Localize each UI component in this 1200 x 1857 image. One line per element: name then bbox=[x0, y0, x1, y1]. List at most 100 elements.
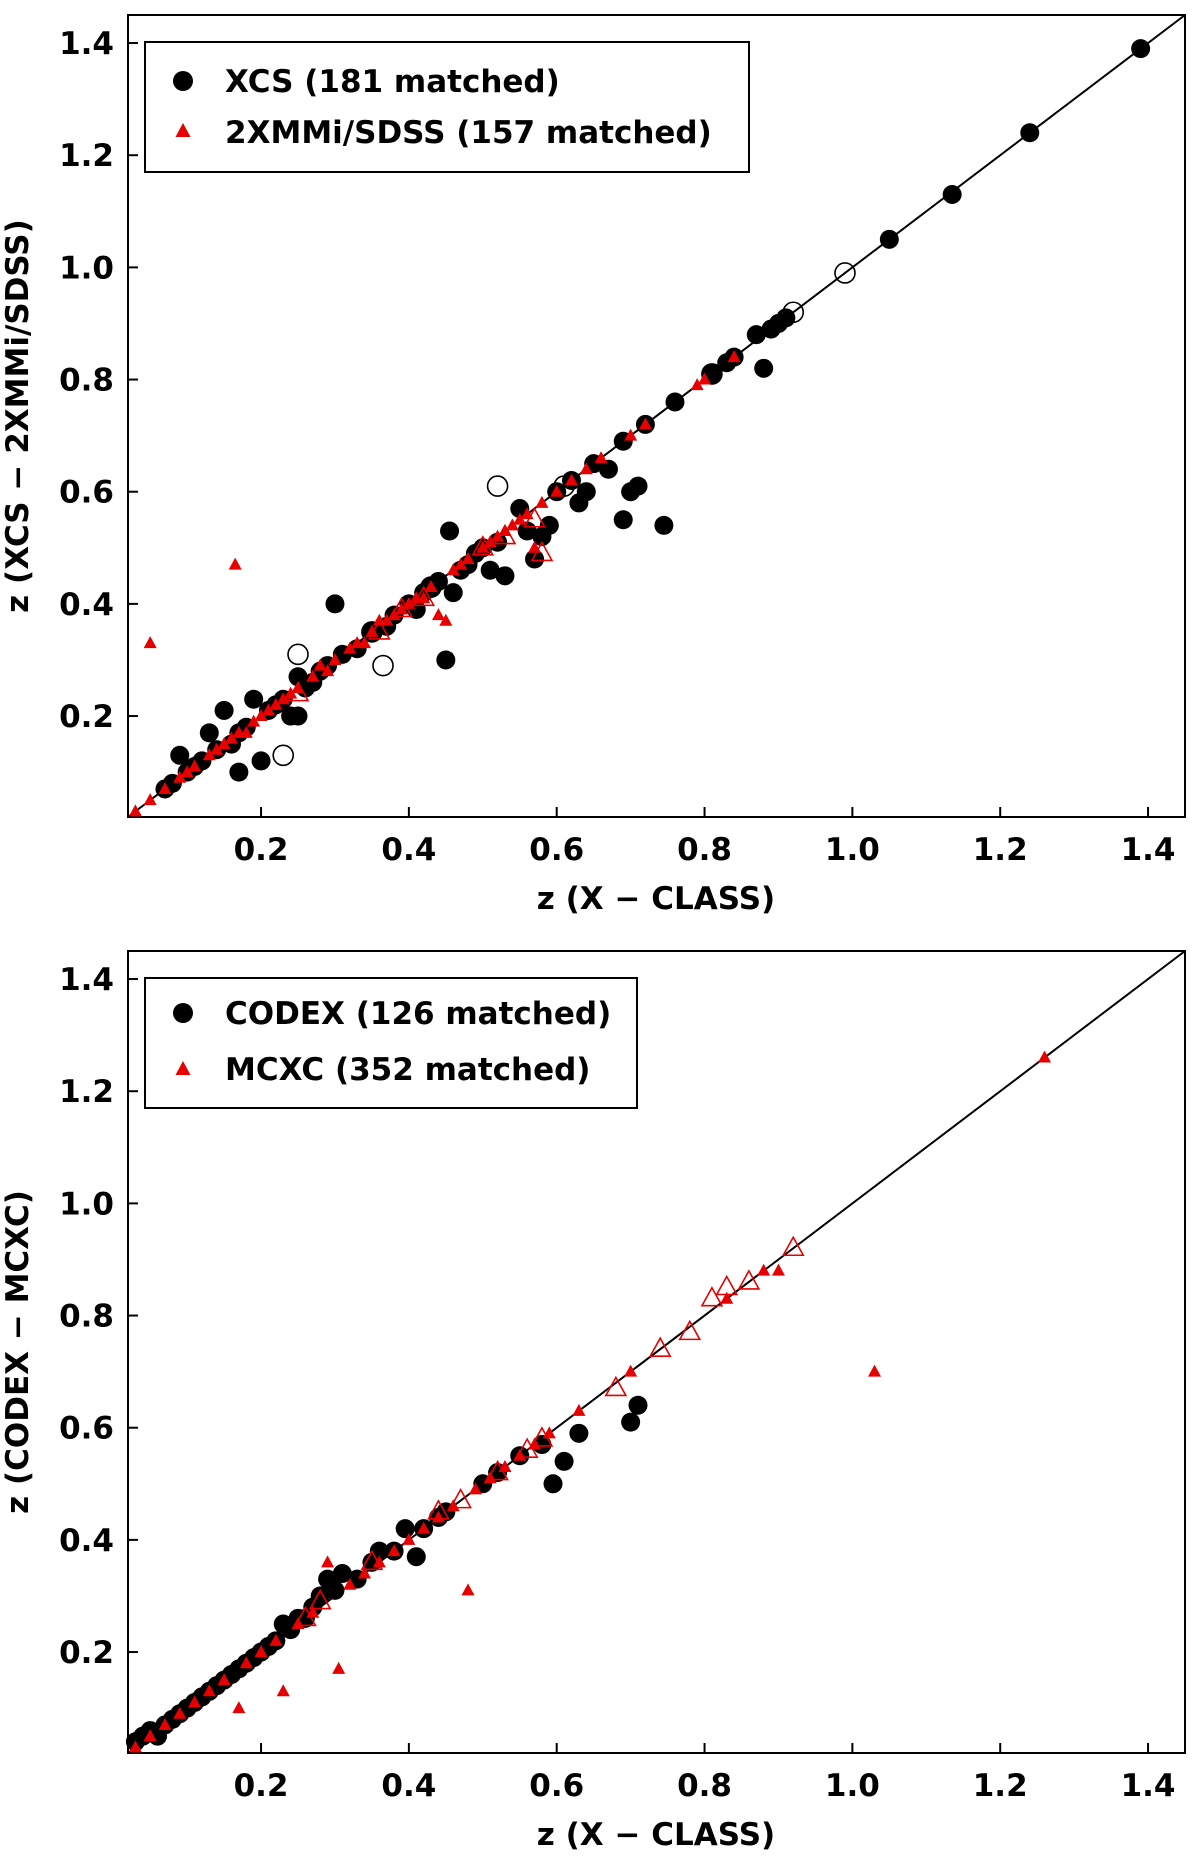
point-2xmmi-sdss-157-matched bbox=[254, 709, 268, 722]
point-xcs-181-matched bbox=[1131, 39, 1151, 59]
y-tick-label: 1.4 bbox=[59, 26, 114, 62]
point-xcs-181-matched bbox=[199, 723, 219, 743]
point-xcs-181-matched bbox=[746, 325, 766, 345]
point-mcxc-352-matched bbox=[402, 1532, 416, 1545]
point-mcxc-352-matched bbox=[332, 1661, 346, 1674]
point-2xmmi-sdss-157-matched bbox=[424, 580, 438, 593]
point-mcxc-352-matched bbox=[372, 1555, 386, 1568]
point-2xmmi-sdss-157-matched bbox=[188, 759, 202, 772]
point-mcxc-352-matched bbox=[128, 1740, 142, 1753]
data-marks-bottom bbox=[125, 950, 1186, 1754]
legend-box-top bbox=[144, 41, 750, 173]
point-2xmmi-sdss-157-matched bbox=[638, 417, 652, 430]
point-mcxc-352-matched bbox=[158, 1717, 172, 1730]
point-xcs-181-matched bbox=[244, 689, 264, 709]
point-2xmmi-sdss-157-matched bbox=[217, 737, 231, 750]
point-2xmmi-sdss-157-matched bbox=[143, 793, 157, 806]
point-xcs-181-matched bbox=[879, 229, 899, 249]
legend-label-mcxc: MCXC (352 matched) bbox=[225, 1052, 590, 1088]
x-tick-label: 0.4 bbox=[381, 832, 436, 868]
y-tick-label: 1.2 bbox=[59, 138, 114, 174]
y-tick-label: 1.2 bbox=[59, 1074, 114, 1110]
point-2xmmi-sdss-157-matched bbox=[269, 697, 283, 710]
point-mcxc-352-matched bbox=[239, 1656, 253, 1669]
legend-label-xcs: XCS (181 matched) bbox=[225, 64, 560, 100]
x-tick-label: 1.0 bbox=[825, 832, 880, 868]
point-2xmmi-sdss-157-matched bbox=[343, 641, 357, 654]
point-mcxc-open-not-matched bbox=[700, 1286, 724, 1307]
point-xcs-open-not-matched bbox=[486, 475, 509, 497]
point-codex-126-matched bbox=[569, 1423, 589, 1443]
point-2xmmi-sdss-157-matched bbox=[476, 540, 490, 553]
point-2xmmi-sdss-157-matched bbox=[358, 636, 372, 649]
point-codex-126-matched bbox=[554, 1451, 574, 1471]
point-xcs-181-matched bbox=[480, 560, 500, 580]
point-mcxc-352-matched bbox=[254, 1645, 268, 1658]
point-mcxc-352-matched bbox=[624, 1364, 638, 1377]
point-2xmmi-sdss-157-matched bbox=[535, 495, 549, 508]
point-xcs-181-matched bbox=[325, 594, 345, 614]
legend-label-codex: CODEX (126 matched) bbox=[225, 996, 611, 1032]
point-xcs-open-not-matched bbox=[372, 654, 394, 677]
point-mcxc-352-matched bbox=[771, 1263, 785, 1276]
point-mcxc-352-matched bbox=[276, 1684, 290, 1697]
ticks-bottom: 0.2 0.4 0.6 0.8 1.0 1.2 1.4 0.2 0.4 0.6 0.8 1.0 1.2 1… bbox=[59, 962, 1175, 1804]
point-mcxc-open-not-matched bbox=[678, 1319, 702, 1341]
point-mcxc-352-matched bbox=[217, 1673, 231, 1686]
point-2xmmi-sdss-157-matched bbox=[365, 624, 379, 637]
point-2xmmi-sdss-157-matched bbox=[173, 770, 187, 783]
point-2xmmi-sdss-157-matched bbox=[247, 714, 261, 727]
point-xcs-181-matched bbox=[613, 510, 633, 530]
legend-marker-codex bbox=[173, 1003, 193, 1023]
point-mcxc-352-matched bbox=[343, 1577, 357, 1590]
y-tick-label: 0.6 bbox=[59, 1411, 114, 1447]
point-mcxc-352-matched bbox=[468, 1482, 482, 1495]
point-xcs-181-matched bbox=[288, 706, 308, 726]
point-xcs-open-not-matched bbox=[287, 643, 309, 666]
legend-marker-xcs bbox=[173, 71, 193, 91]
data-marks-top bbox=[127, 14, 1186, 818]
legend-marker-2xmmi bbox=[175, 123, 191, 137]
point-mcxc-352-matched bbox=[417, 1521, 431, 1534]
point-codex-126-matched bbox=[621, 1412, 641, 1432]
point-2xmmi-sdss-157-matched bbox=[624, 428, 638, 441]
point-2xmmi-sdss-157-matched bbox=[439, 613, 453, 626]
point-2xmmi-sdss-open-not-matched bbox=[412, 585, 436, 607]
point-xcs-181-matched bbox=[598, 459, 618, 479]
point-mcxc-open-not-matched bbox=[604, 1375, 628, 1397]
x-tick-label: 1.2 bbox=[973, 832, 1028, 868]
point-xcs-open-not-matched bbox=[272, 744, 295, 767]
point-mcxc-open-not-matched bbox=[515, 1437, 539, 1458]
point-mcxc-352-matched bbox=[387, 1544, 401, 1557]
point-mcxc-352-matched bbox=[269, 1633, 283, 1646]
y-tick-label: 1.0 bbox=[59, 1186, 114, 1222]
legend-bottom: CODEX (126 matched) MCXC (352 matched) bbox=[144, 977, 638, 1109]
point-xcs-181-matched bbox=[754, 358, 774, 378]
point-xcs-181-matched bbox=[525, 549, 545, 569]
point-2xmmi-sdss-157-matched bbox=[210, 742, 224, 755]
legend-box-bottom bbox=[144, 977, 638, 1109]
point-2xmmi-sdss-157-matched bbox=[698, 372, 712, 385]
point-2xmmi-sdss-157-matched bbox=[321, 664, 335, 677]
x-tick-label: 0.6 bbox=[529, 832, 584, 868]
point-mcxc-open-not-matched bbox=[360, 1549, 384, 1571]
point-2xmmi-sdss-157-matched bbox=[128, 804, 142, 817]
point-xcs-181-matched bbox=[214, 700, 234, 720]
y-tick-label: 0.2 bbox=[59, 699, 114, 735]
point-2xmmi-sdss-157-matched bbox=[224, 731, 238, 744]
point-xcs-181-matched bbox=[495, 566, 515, 586]
point-xcs-open-not-matched bbox=[361, 621, 383, 643]
point-codex-126-matched bbox=[332, 1564, 352, 1584]
point-mcxc-352-matched bbox=[202, 1684, 216, 1697]
point-codex-126-matched bbox=[325, 1580, 345, 1600]
point-2xmmi-sdss-157-matched bbox=[313, 658, 327, 671]
point-2xmmi-sdss-157-matched bbox=[380, 613, 394, 626]
x-tick-label: 0.6 bbox=[529, 1768, 584, 1804]
point-xcs-181-matched bbox=[170, 745, 190, 765]
point-2xmmi-sdss-open-not-matched bbox=[530, 540, 554, 562]
y-axis-label-top: z (XCS − 2XMMi/SDSS) bbox=[0, 219, 36, 613]
point-2xmmi-sdss-157-matched bbox=[513, 512, 527, 525]
point-2xmmi-sdss-157-matched bbox=[284, 686, 298, 699]
point-xcs-181-matched bbox=[942, 184, 962, 204]
